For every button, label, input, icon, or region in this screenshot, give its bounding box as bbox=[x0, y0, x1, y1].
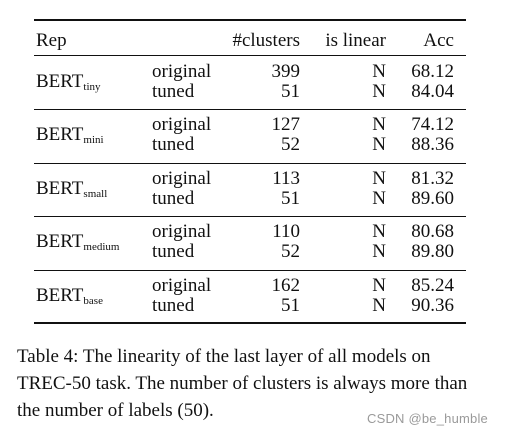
model-name: BERTbase bbox=[36, 285, 103, 312]
header-acc: Acc bbox=[423, 30, 454, 51]
variant-label: original bbox=[152, 167, 212, 189]
clusters-value: 51 bbox=[281, 294, 300, 316]
header-is-linear: is linear bbox=[325, 30, 386, 51]
model-size-subscript: mini bbox=[83, 134, 104, 147]
variant-label: tuned bbox=[152, 134, 195, 156]
variant-label: original bbox=[152, 61, 212, 82]
is-linear-value: N bbox=[372, 167, 386, 189]
is-linear-value: N bbox=[372, 61, 386, 82]
model-size-subscript: base bbox=[83, 294, 103, 307]
table-bottom-rule bbox=[34, 322, 466, 324]
model-name: BERTmedium bbox=[36, 231, 119, 258]
variant-label: original bbox=[152, 274, 212, 296]
model-size-subscript: medium bbox=[83, 241, 120, 254]
clusters-value: 162 bbox=[271, 274, 301, 296]
model-size-subscript: small bbox=[83, 187, 108, 200]
is-linear-value: N bbox=[372, 187, 386, 209]
acc-value: 80.68 bbox=[411, 221, 454, 243]
header-clusters: #clusters bbox=[232, 30, 300, 51]
clusters-value: 52 bbox=[281, 241, 300, 263]
table-caption: Table 4: The linearity of the last layer… bbox=[17, 346, 468, 421]
acc-value: 88.36 bbox=[411, 134, 454, 156]
acc-value: 90.36 bbox=[411, 294, 454, 316]
is-linear-value: N bbox=[372, 134, 386, 156]
acc-value: 89.80 bbox=[411, 241, 454, 263]
variant-label: tuned bbox=[152, 241, 195, 263]
clusters-value: 51 bbox=[281, 187, 300, 209]
model-base-name: BERT bbox=[36, 284, 84, 306]
model-base-name: BERT bbox=[36, 71, 84, 92]
is-linear-value: N bbox=[372, 221, 386, 243]
table-top-rule bbox=[34, 19, 466, 21]
acc-value: 68.12 bbox=[411, 61, 454, 82]
group-separator-rule bbox=[34, 109, 466, 111]
model-base-name: BERT bbox=[36, 124, 84, 146]
variant-label: tuned bbox=[152, 294, 195, 316]
variant-label: original bbox=[152, 114, 212, 136]
is-linear-value: N bbox=[372, 241, 386, 263]
is-linear-value: N bbox=[372, 274, 386, 296]
variant-label: original bbox=[152, 221, 212, 243]
acc-value: 89.60 bbox=[411, 187, 454, 209]
variant-label: tuned bbox=[152, 187, 195, 209]
model-size-subscript: tiny bbox=[83, 81, 101, 93]
is-linear-value: N bbox=[372, 81, 386, 102]
clusters-value: 127 bbox=[271, 114, 301, 136]
clusters-value: 113 bbox=[272, 167, 300, 189]
group-separator-rule bbox=[34, 162, 466, 164]
watermark: CSDN @be_humble bbox=[367, 411, 488, 426]
model-name: BERTtiny bbox=[36, 71, 101, 98]
variant-label: tuned bbox=[152, 81, 195, 102]
group-separator-rule bbox=[34, 269, 466, 271]
model-name: BERTmini bbox=[36, 124, 104, 151]
model-base-name: BERT bbox=[36, 177, 84, 199]
clusters-value: 52 bbox=[281, 134, 300, 156]
clusters-value: 399 bbox=[271, 61, 301, 82]
header-rule bbox=[34, 55, 466, 56]
model-base-name: BERT bbox=[36, 231, 84, 253]
group-separator-rule bbox=[34, 216, 466, 218]
clusters-value: 51 bbox=[281, 81, 300, 102]
header-rep: Rep bbox=[36, 30, 67, 51]
acc-value: 81.32 bbox=[411, 167, 454, 189]
is-linear-value: N bbox=[372, 114, 386, 136]
acc-value: 85.24 bbox=[411, 274, 454, 296]
is-linear-value: N bbox=[372, 294, 386, 316]
clusters-value: 110 bbox=[272, 221, 300, 243]
acc-value: 74.12 bbox=[411, 114, 454, 136]
model-name: BERTsmall bbox=[36, 178, 107, 205]
acc-value: 84.04 bbox=[411, 81, 454, 102]
